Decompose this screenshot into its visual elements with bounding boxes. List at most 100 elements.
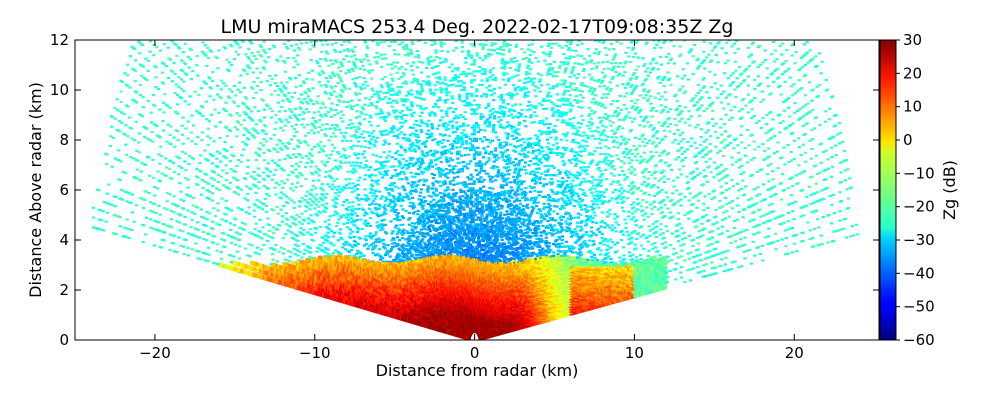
radar-bin: [701, 234, 705, 237]
radar-bin: [543, 241, 547, 244]
radar-bin: [625, 153, 629, 156]
radar-bin: [770, 136, 774, 139]
radar-bin: [630, 192, 634, 195]
radar-bin: [752, 226, 756, 229]
radar-bin: [647, 171, 651, 174]
radar-bin: [828, 107, 832, 110]
radar-bin: [566, 217, 570, 220]
radar-bin: [575, 221, 579, 224]
radar-bin: [712, 124, 716, 127]
radar-bin: [680, 77, 685, 80]
radar-bin: [627, 168, 631, 171]
radar-bin: [737, 65, 741, 69]
radar-bin: [591, 221, 595, 224]
radar-bin: [752, 211, 756, 214]
radar-bin: [563, 229, 567, 232]
radar-bin: [780, 198, 784, 201]
radar-bin: [654, 131, 658, 134]
radar-bin: [609, 161, 613, 164]
radar-bin: [716, 253, 720, 256]
radar-bin: [595, 190, 599, 193]
radar-bin: [608, 199, 612, 202]
radar-bin: [775, 150, 779, 153]
radar-bin: [769, 162, 773, 165]
radar-bin: [790, 176, 794, 179]
radar-bin: [687, 217, 691, 220]
radar-bin: [695, 206, 699, 209]
radar-bin: [621, 169, 625, 173]
radar-bin: [737, 84, 741, 88]
radar-bin: [834, 144, 838, 147]
radar-bin: [806, 61, 810, 64]
radar-bin: [547, 248, 551, 251]
radar-bin: [656, 130, 660, 133]
radar-bin: [826, 158, 830, 161]
radar-bin: [820, 60, 824, 63]
radar-bin: [581, 234, 585, 237]
radar-bin: [733, 219, 737, 223]
radar-bin: [790, 159, 794, 162]
radar-bin: [588, 188, 592, 191]
radar-bin: [655, 109, 659, 113]
radar-bin: [583, 240, 587, 243]
radar-bin: [533, 257, 537, 260]
radar-bin: [712, 222, 716, 225]
radar-bin: [586, 217, 590, 221]
radar-bin: [605, 215, 610, 218]
radar-bin: [753, 254, 757, 257]
radar-bin: [767, 147, 771, 150]
radar-bin: [737, 210, 741, 214]
radar-bin: [676, 75, 680, 78]
radar-bin: [832, 230, 836, 233]
radar-bin: [683, 74, 687, 77]
radar-bin: [649, 95, 653, 98]
radar-bin: [849, 235, 853, 238]
radar-bin: [803, 63, 807, 66]
radar-bin: [591, 240, 595, 243]
radar-bin: [592, 232, 596, 235]
radar-bin: [695, 147, 699, 150]
radar-bin: [627, 184, 631, 187]
radar-bin: [576, 200, 580, 203]
radar-bin: [791, 122, 795, 125]
radar-bin: [820, 189, 824, 192]
radar-bin: [588, 250, 592, 253]
radar-bin: [738, 110, 742, 113]
radar-bin: [599, 199, 603, 202]
radar-bin: [766, 212, 770, 215]
radar-bin: [571, 234, 575, 237]
radar-bin: [615, 181, 619, 184]
radar-bin: [665, 280, 669, 283]
radar-bin: [735, 77, 739, 80]
radar-bin: [710, 49, 714, 52]
radar-bin: [726, 77, 731, 80]
radar-bin: [676, 229, 680, 232]
radar-bin: [782, 146, 786, 149]
radar-bin: [620, 187, 624, 190]
radar-bin: [723, 130, 727, 133]
radar-bin: [627, 215, 631, 218]
radar-bin: [601, 220, 605, 223]
radar-bin: [719, 264, 723, 267]
radar-bin: [666, 275, 670, 278]
radar-bin: [538, 248, 542, 251]
radar-bin: [727, 94, 731, 97]
radar-bin: [816, 218, 820, 221]
radar-bin: [831, 95, 835, 98]
radar-bin: [597, 160, 601, 163]
radar-bin: [597, 247, 601, 250]
radar-bin: [737, 189, 741, 192]
radar-bin: [662, 236, 666, 239]
radar-bin: [712, 161, 717, 164]
radar-bin: [784, 69, 788, 72]
radar-bin: [691, 238, 695, 241]
radar-bin: [676, 150, 680, 153]
radar-bin: [746, 75, 750, 78]
radar-bin: [701, 78, 705, 81]
radar-bin: [677, 240, 681, 243]
radar-bin: [723, 72, 727, 75]
radar-bin: [728, 84, 732, 87]
radar-bin: [579, 243, 583, 246]
radar-bin: [641, 133, 645, 136]
radar-bin: [687, 110, 691, 113]
